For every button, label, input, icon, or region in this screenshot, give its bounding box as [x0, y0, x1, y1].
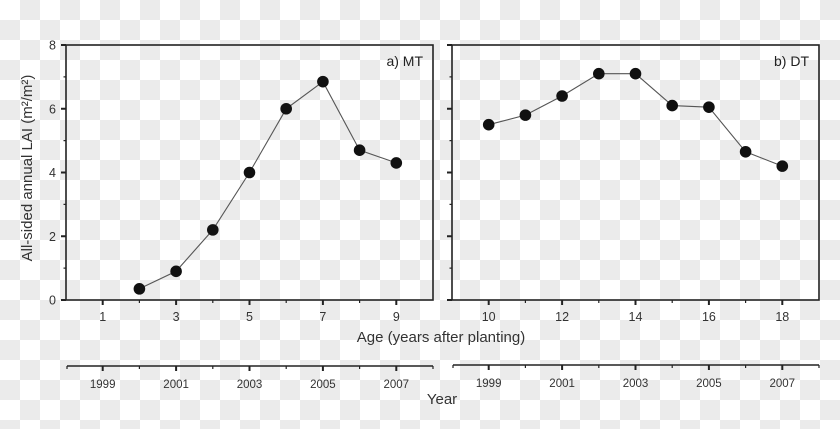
y-tick-label: 0: [49, 294, 56, 308]
data-point: [353, 144, 366, 156]
data-point: [666, 99, 678, 112]
data-point: [243, 166, 256, 179]
y-axis-title: All-sided annual LAI (m²/m²): [19, 75, 36, 262]
year-tick-label: 1999: [476, 378, 502, 390]
year-tick-label: 2003: [237, 379, 263, 391]
data-point: [703, 101, 715, 113]
y-tick-label: 2: [49, 230, 56, 244]
year-tick-label: 1999: [90, 379, 116, 391]
data-point: [776, 160, 789, 172]
year-tick-label: 2001: [549, 378, 575, 390]
series-line: [488, 73, 783, 167]
data-point: [629, 67, 642, 80]
data-point: [390, 157, 403, 169]
year-axes: 1999 2001 2003 2005 2007 1999 2001 2003 2005 2007: [66, 364, 820, 391]
data-point: [133, 283, 146, 295]
x-tick-label: 18: [775, 310, 789, 324]
panel-b-dt: 10 12 14 16 18 b) DT: [447, 44, 820, 324]
panel-a-mt: 0 2 4 6 8 1 3 5 7 9 a) MT: [49, 39, 434, 324]
x-tick-label: 7: [319, 310, 326, 324]
plot-frame: [451, 44, 820, 301]
panel-label: b) DT: [774, 53, 809, 69]
x-tick-label: 5: [246, 310, 253, 324]
data-point: [556, 90, 568, 102]
y-tick-label: 6: [49, 102, 56, 116]
x-tick-label: 1: [99, 310, 106, 324]
x-tick-label: 12: [555, 310, 569, 324]
data-point: [739, 145, 752, 158]
year-tick-label: 2007: [770, 378, 796, 390]
data-point: [280, 102, 293, 115]
x-axis-title: Age (years after planting): [357, 329, 525, 346]
series-line: [139, 80, 397, 290]
year-tick-label: 2001: [163, 379, 189, 391]
year-tick-label: 2005: [696, 378, 722, 390]
x-tick-label: 16: [702, 310, 716, 324]
data-point: [207, 224, 219, 236]
y-tick-label: 4: [49, 166, 56, 180]
data-point: [519, 109, 532, 121]
data-point: [482, 118, 495, 131]
year-tick-label: 2007: [384, 379, 410, 391]
x-tick-label: 9: [393, 310, 400, 324]
x-tick-label: 3: [173, 310, 180, 324]
year-tick-label: 2003: [623, 378, 649, 390]
panel-label: a) MT: [386, 53, 423, 69]
x-tick-label: 10: [482, 310, 496, 324]
data-point: [170, 265, 182, 278]
x-tick-label: 14: [629, 310, 643, 324]
data-point: [593, 67, 605, 80]
year-tick-label: 2005: [310, 379, 336, 391]
y-tick-label: 8: [49, 39, 56, 53]
data-point: [317, 75, 329, 88]
year-axis-title: Year: [427, 391, 457, 408]
